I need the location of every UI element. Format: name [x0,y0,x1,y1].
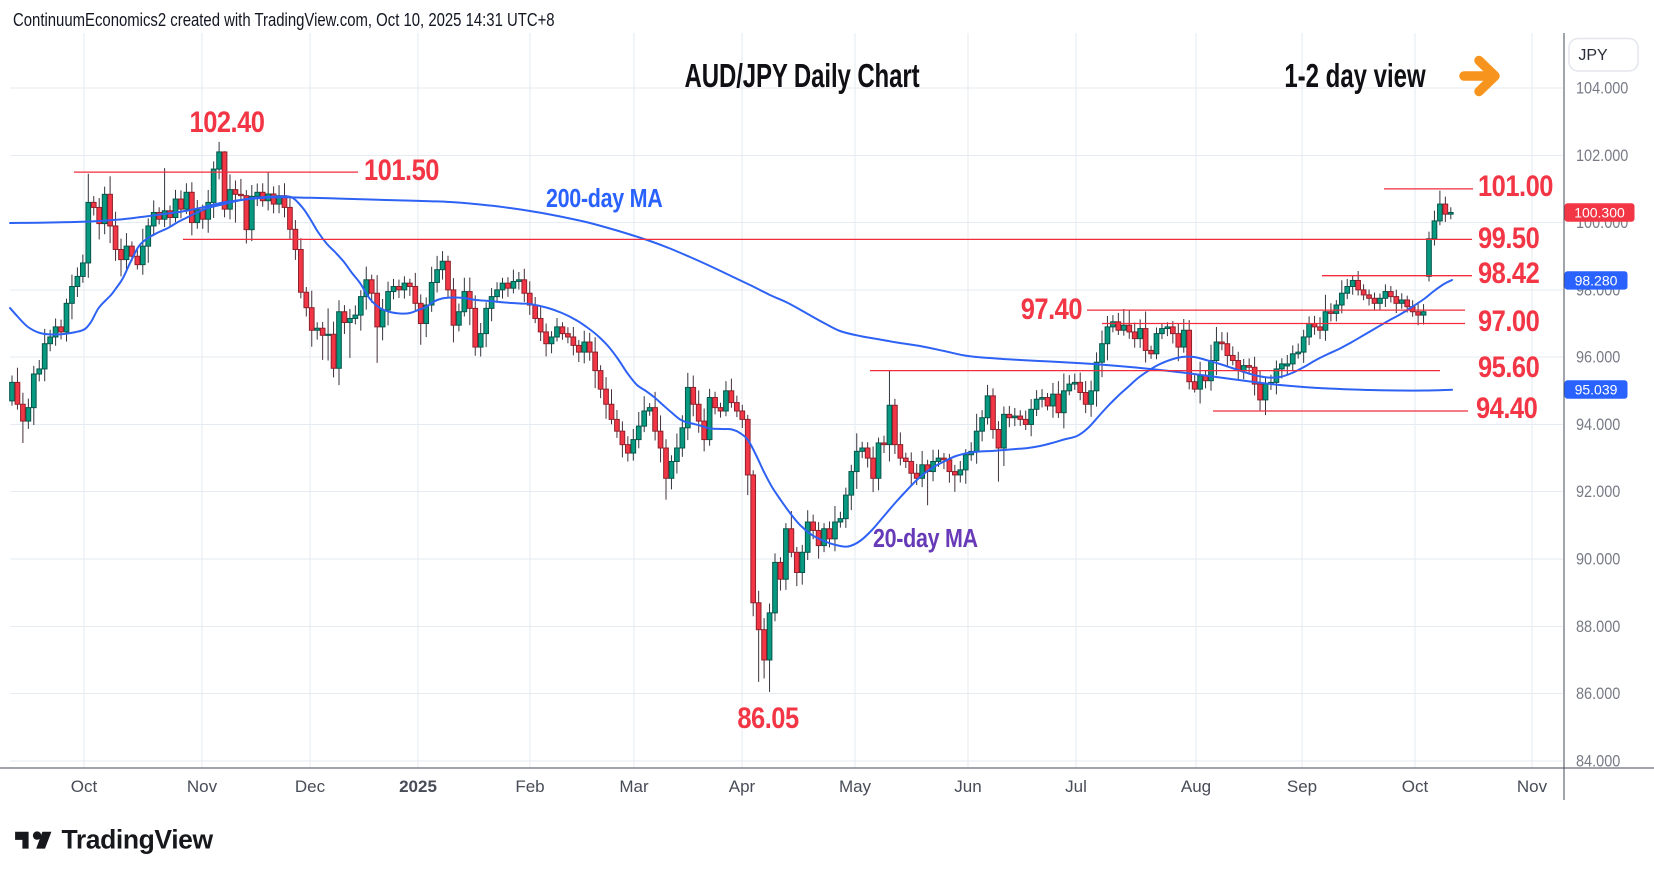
svg-text:102.40: 102.40 [190,105,265,138]
svg-text:200-day MA: 200-day MA [546,184,662,214]
svg-text:100.300: 100.300 [1574,205,1625,221]
svg-text:86.05: 86.05 [737,701,799,734]
svg-text:95.60: 95.60 [1478,350,1540,383]
svg-text:98.42: 98.42 [1478,256,1540,289]
svg-text:88.000: 88.000 [1576,618,1621,636]
svg-text:Feb: Feb [515,777,544,796]
svg-text:ContinuumEconomics2 created wi: ContinuumEconomics2 created with Trading… [13,9,555,30]
svg-text:Sep: Sep [1287,777,1317,796]
svg-text:102.000: 102.000 [1576,147,1629,165]
svg-text:JPY: JPY [1578,47,1608,64]
svg-text:101.00: 101.00 [1478,169,1553,202]
svg-text:97.00: 97.00 [1478,304,1540,337]
svg-text:Nov: Nov [1517,777,1548,796]
svg-text:May: May [839,777,872,796]
svg-text:101.50: 101.50 [364,153,439,186]
svg-text:97.40: 97.40 [1021,292,1083,325]
svg-text:Nov: Nov [187,777,218,796]
svg-text:20-day MA: 20-day MA [873,524,978,554]
svg-text:2025: 2025 [399,777,437,796]
svg-text:94.40: 94.40 [1476,391,1538,424]
svg-text:98.280: 98.280 [1575,272,1618,288]
svg-text:Jun: Jun [954,777,981,796]
svg-text:1-2 day view: 1-2 day view [1284,58,1426,95]
svg-text:96.000: 96.000 [1576,349,1621,367]
svg-text:Jul: Jul [1065,777,1087,796]
svg-text:92.000: 92.000 [1576,483,1621,501]
svg-text:Oct: Oct [71,777,98,796]
svg-text:104.000: 104.000 [1576,80,1629,98]
svg-text:Oct: Oct [1402,777,1429,796]
svg-text:Aug: Aug [1181,777,1211,796]
svg-text:84.000: 84.000 [1576,753,1621,771]
svg-text:Dec: Dec [295,777,326,796]
svg-text:94.000: 94.000 [1576,416,1621,434]
svg-text:AUD/JPY Daily Chart: AUD/JPY Daily Chart [685,58,920,95]
svg-text:90.000: 90.000 [1576,551,1621,569]
svg-text:Apr: Apr [729,777,756,796]
svg-text:86.000: 86.000 [1576,685,1621,703]
svg-text:95.039: 95.039 [1575,382,1618,398]
svg-text:99.50: 99.50 [1478,221,1540,254]
svg-text:Mar: Mar [619,777,649,796]
svg-text:TradingView: TradingView [62,825,214,855]
